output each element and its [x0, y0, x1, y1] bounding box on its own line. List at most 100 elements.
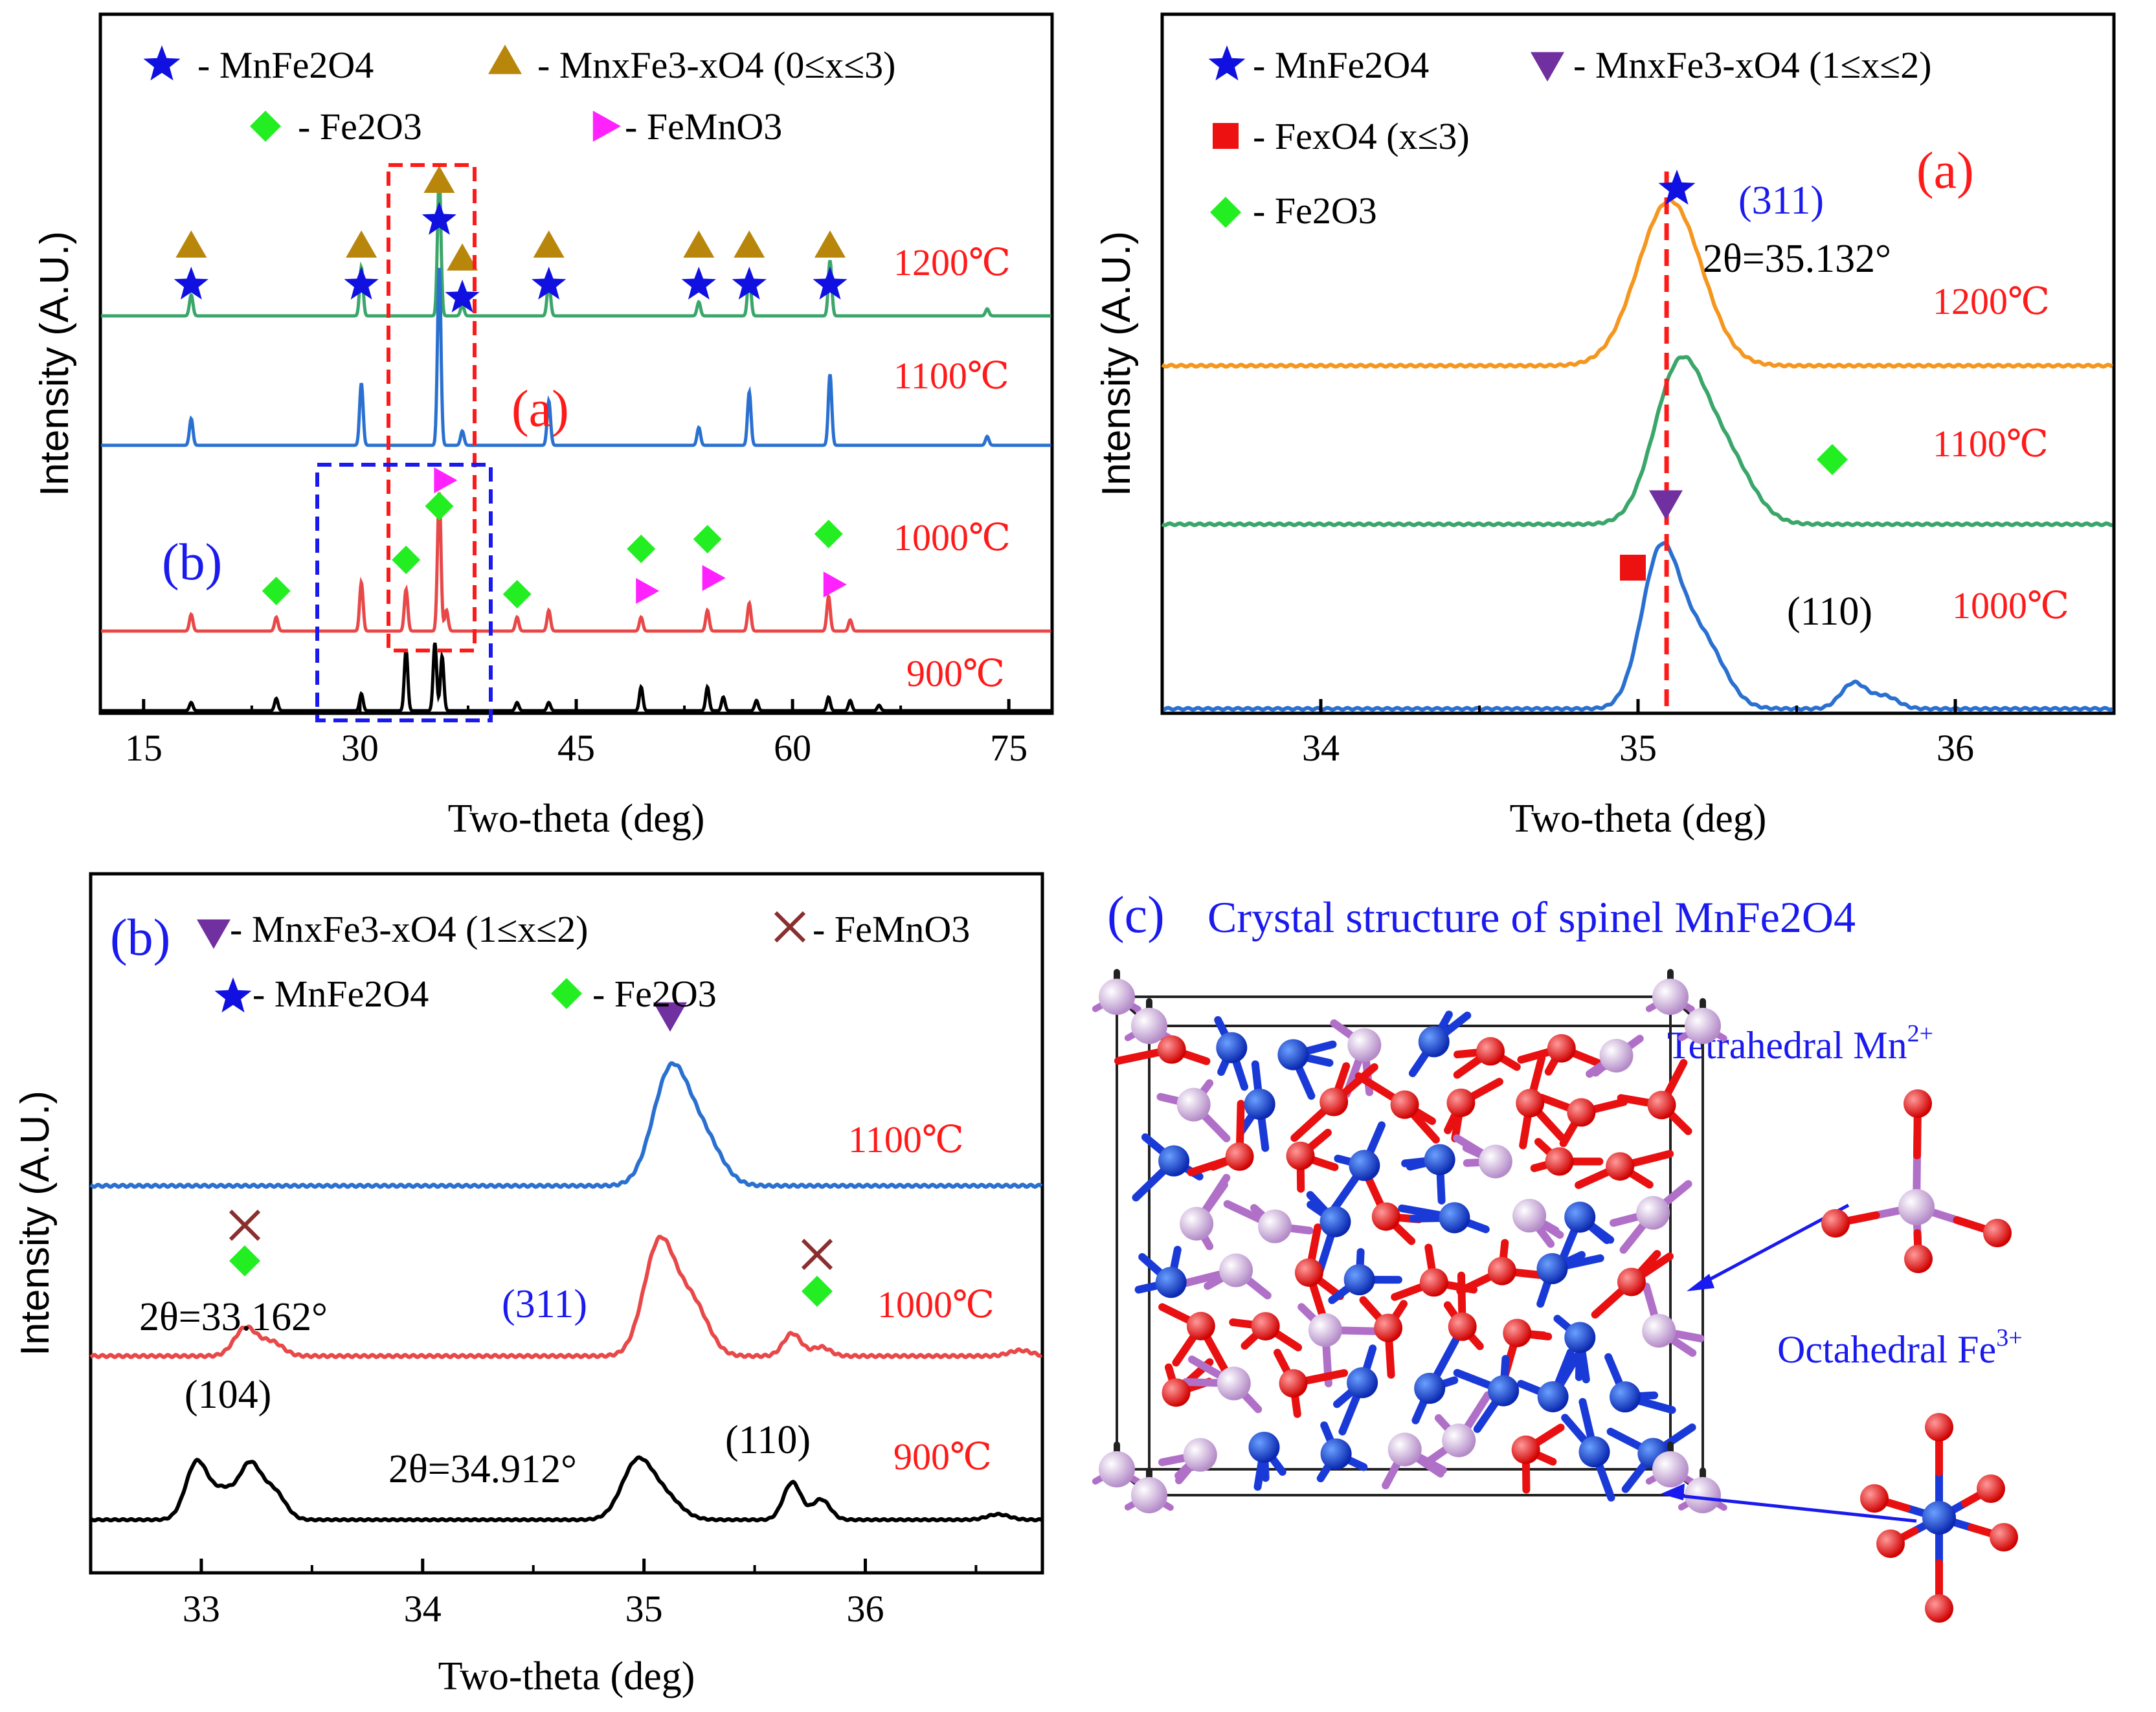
c-octa-text: Octahedral Fe — [1777, 1328, 1996, 1371]
main-legend-star-icon — [143, 45, 181, 81]
x-tick-label: 45 — [557, 727, 595, 769]
o-atom — [1186, 1311, 1215, 1340]
a-two-theta-label: 2θ=35.132° — [1703, 237, 1891, 281]
o-atom — [1294, 1258, 1323, 1287]
main-series-line-0 — [101, 177, 1051, 318]
main-legend: - MnFe2O4 - MnxFe3-xO4 (0≤x≤3) - Fe2O3 -… — [197, 44, 895, 148]
a-legend-square-icon — [1213, 123, 1239, 149]
o-atom — [1606, 1152, 1635, 1181]
mn-atom — [1478, 1144, 1512, 1179]
fe-atom — [1564, 1322, 1596, 1353]
a-hkl110-label: (110) — [1787, 590, 1872, 634]
o-atom — [1162, 1378, 1191, 1407]
o-atom — [1448, 1312, 1477, 1341]
fe-atom — [1488, 1375, 1520, 1406]
a-x-axis-label: Two-theta (deg) — [1510, 797, 1767, 841]
main-annot-b: (b) — [162, 534, 222, 591]
main-label-900: 900℃ — [906, 652, 1005, 695]
x-tick-label: 75 — [990, 727, 1027, 769]
c-title-letter: (c) — [1107, 887, 1165, 944]
lattice-atoms — [1099, 979, 1721, 1513]
o-atom — [1157, 1035, 1186, 1064]
b-series-line-0 — [89, 1061, 1043, 1189]
a-panel-label: (a) — [1916, 142, 1974, 199]
tetra-o-atom — [1903, 1089, 1932, 1118]
o-atom — [1647, 1091, 1676, 1120]
main-legend-triangle-text: - MnxFe3-xO4 (0≤x≤3) — [537, 44, 895, 86]
main-diamond-marker — [262, 577, 291, 605]
b-peak-diamond-marker-2 — [802, 1276, 833, 1307]
main-triangle-marker — [814, 230, 846, 258]
a-peak-square-marker — [1620, 555, 1646, 581]
fe-atom — [1414, 1372, 1446, 1404]
fe-atom — [1248, 1431, 1280, 1463]
x-tick-label: 15 — [125, 727, 163, 769]
o-atom — [1617, 1267, 1646, 1296]
o-atom — [1279, 1369, 1308, 1398]
main-diamond-marker — [392, 546, 421, 574]
main-triangle-marker — [175, 230, 207, 258]
main-region-a-box — [387, 163, 477, 652]
o-atom — [1419, 1268, 1448, 1297]
octa-o-atom — [1925, 1413, 1953, 1441]
b-legend-cross-icon — [774, 911, 806, 943]
fe-atom — [1155, 1267, 1187, 1298]
corner-mn-atom — [1131, 1008, 1167, 1044]
o-atom — [1319, 1087, 1349, 1117]
x-tick-label: 36 — [1937, 727, 1974, 769]
main-pointer-marker — [434, 467, 458, 493]
b-x-axis-label: Two-theta (deg) — [438, 1654, 695, 1698]
x-tick-label: 60 — [774, 727, 811, 769]
x-tick-label: 34 — [404, 1588, 442, 1630]
main-pointer-marker — [702, 565, 726, 591]
o-atom — [1286, 1141, 1315, 1170]
x-tick-label: 33 — [183, 1588, 220, 1630]
b-legend-diamond-icon — [551, 978, 582, 1009]
mn-atom — [1176, 1087, 1211, 1122]
panel-b-zoom: 33 34 35 36 (b) - MnxFe3-xO4 (1≤x≤2) - FeMn… — [13, 872, 1044, 1698]
fe-atom — [1537, 1381, 1569, 1412]
a-peak-diamond-marker — [1817, 444, 1848, 475]
o-atom — [1225, 1142, 1254, 1171]
corner-mn-atom — [1099, 979, 1135, 1015]
a-legend-invtri-text: - MnxFe3-xO4 (1≤x≤2) — [1573, 44, 1931, 86]
b-plot-frame — [89, 872, 1044, 1575]
x-tick-label: 36 — [847, 1588, 884, 1630]
octa-o-atom — [1876, 1529, 1905, 1558]
b-hkl311-label: (311) — [502, 1282, 587, 1326]
b-peak-cross-marker-2 — [801, 1238, 833, 1271]
tetra-center-mn-atom — [1898, 1189, 1935, 1225]
main-star-marker — [344, 267, 379, 300]
b-legend-diamond-text: - Fe2O3 — [592, 973, 717, 1015]
main-diamond-marker — [502, 580, 532, 608]
o-atom — [1446, 1088, 1476, 1117]
a-series-line-1 — [1161, 355, 2113, 528]
corner-mn-atom — [1685, 1008, 1721, 1044]
fe-atom — [1349, 1150, 1380, 1181]
b-two-theta-1-label: 2θ=33.162° — [139, 1295, 328, 1339]
b-legend-star-icon — [214, 977, 252, 1013]
main-triangle-marker — [447, 243, 478, 271]
mn-atom — [1642, 1313, 1676, 1348]
o-atom — [1567, 1098, 1596, 1127]
o-atom — [1374, 1313, 1403, 1342]
main-legend-diamond-icon — [250, 111, 281, 142]
fe-atom — [1319, 1206, 1351, 1238]
o-atom — [1251, 1312, 1280, 1341]
b-legend-star-text: - MnFe2O4 — [253, 973, 429, 1015]
o-atom — [1516, 1089, 1545, 1118]
b-two-theta-2-label: 2θ=34.912° — [388, 1447, 577, 1491]
main-legend-diamond-text: - Fe2O3 — [298, 106, 422, 148]
a-legend-invtri-icon — [1531, 52, 1564, 82]
fe-atom — [1418, 1026, 1450, 1058]
main-diamond-marker — [425, 492, 454, 520]
mn-atom — [1512, 1199, 1547, 1233]
main-star-marker — [532, 267, 567, 300]
main-triangle-marker — [423, 166, 455, 193]
main-legend-pointer-icon — [592, 111, 621, 142]
main-label-1100: 1100℃ — [893, 355, 1009, 397]
main-x-axis-label: Two-theta (deg) — [448, 797, 705, 841]
c-octa-label: Octahedral Fe3+ — [1777, 1324, 2023, 1371]
b-series-line-2 — [90, 1455, 1042, 1523]
o-atom — [1503, 1318, 1532, 1348]
